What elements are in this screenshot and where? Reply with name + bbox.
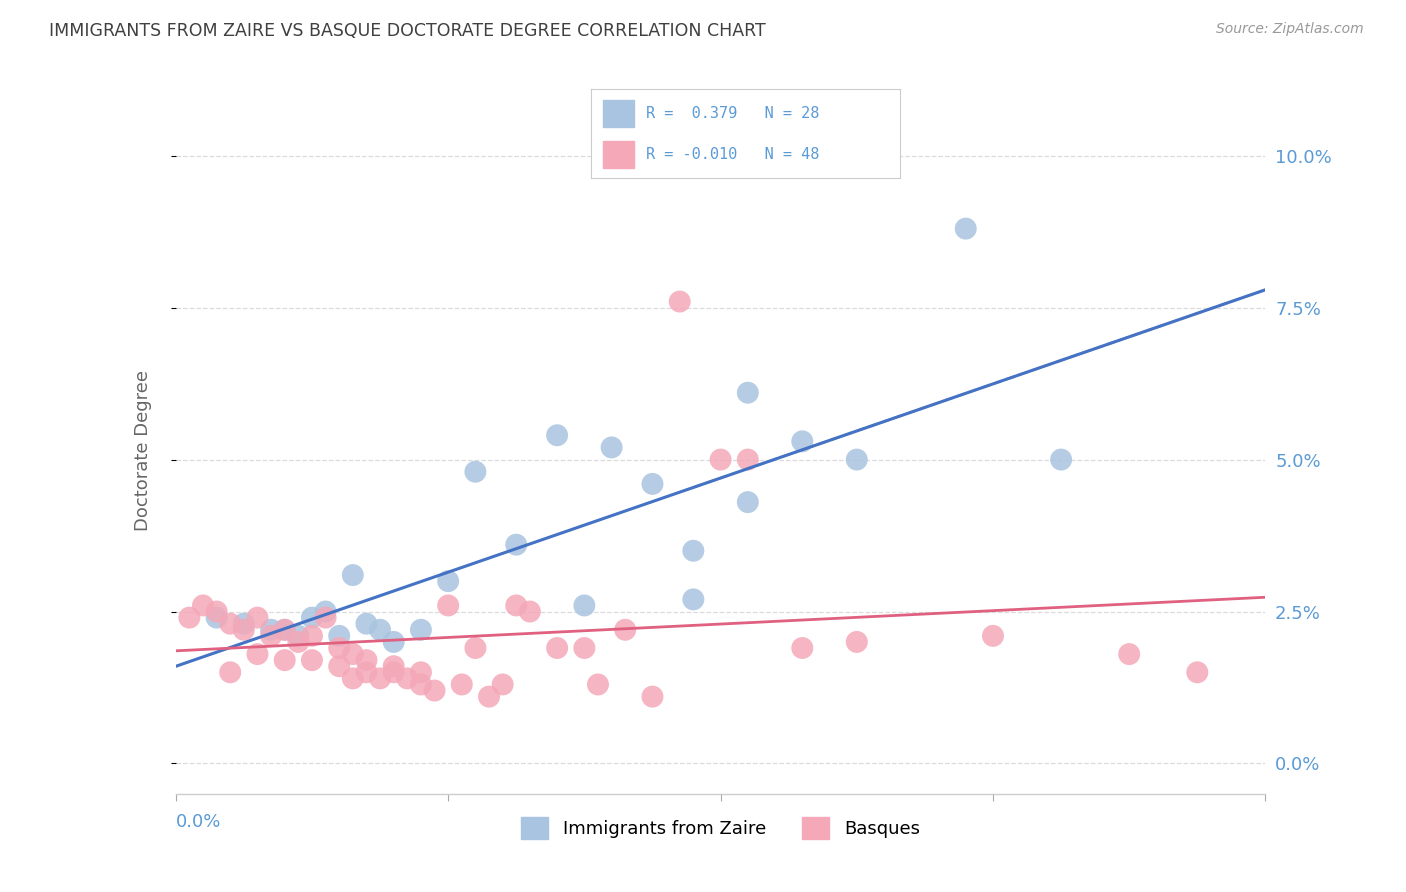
- Y-axis label: Doctorate Degree: Doctorate Degree: [134, 370, 152, 531]
- Point: [574, 640, 596, 655]
- Point: [546, 428, 568, 442]
- Point: [382, 635, 405, 649]
- Point: [328, 640, 350, 655]
- Point: [1187, 665, 1209, 680]
- Point: [246, 647, 269, 661]
- Point: [586, 677, 609, 691]
- Point: [274, 623, 297, 637]
- Point: [382, 665, 405, 680]
- Point: [792, 640, 814, 655]
- Point: [792, 434, 814, 449]
- Point: [478, 690, 501, 704]
- Point: [274, 623, 297, 637]
- Point: [219, 665, 242, 680]
- Point: [287, 635, 309, 649]
- Point: [423, 683, 446, 698]
- Point: [737, 495, 759, 509]
- Point: [464, 640, 486, 655]
- Point: [368, 672, 391, 686]
- Point: [287, 629, 309, 643]
- Text: 0.0%: 0.0%: [176, 814, 221, 831]
- Point: [205, 610, 228, 624]
- Point: [574, 599, 596, 613]
- Point: [737, 385, 759, 400]
- Point: [981, 629, 1004, 643]
- Point: [301, 629, 323, 643]
- Point: [301, 610, 323, 624]
- Point: [205, 605, 228, 619]
- Point: [1050, 452, 1073, 467]
- Point: [232, 623, 254, 637]
- Point: [409, 665, 432, 680]
- Point: [356, 665, 378, 680]
- Point: [682, 592, 704, 607]
- Point: [219, 616, 242, 631]
- Point: [600, 441, 623, 455]
- Point: [301, 653, 323, 667]
- Point: [845, 452, 868, 467]
- Point: [955, 221, 977, 235]
- Point: [641, 476, 664, 491]
- Point: [641, 690, 664, 704]
- Text: IMMIGRANTS FROM ZAIRE VS BASQUE DOCTORATE DEGREE CORRELATION CHART: IMMIGRANTS FROM ZAIRE VS BASQUE DOCTORAT…: [49, 22, 766, 40]
- Legend: Immigrants from Zaire, Basques: Immigrants from Zaire, Basques: [515, 810, 927, 847]
- Point: [505, 538, 527, 552]
- Point: [260, 623, 283, 637]
- Point: [505, 599, 527, 613]
- Text: R = -0.010   N = 48: R = -0.010 N = 48: [647, 147, 820, 161]
- Point: [191, 599, 214, 613]
- Point: [315, 610, 337, 624]
- Point: [232, 616, 254, 631]
- Point: [710, 452, 733, 467]
- Point: [274, 653, 297, 667]
- Point: [328, 659, 350, 673]
- Point: [382, 659, 405, 673]
- Point: [546, 640, 568, 655]
- Text: R =  0.379   N = 28: R = 0.379 N = 28: [647, 106, 820, 120]
- Point: [342, 647, 364, 661]
- Point: [356, 616, 378, 631]
- Point: [737, 452, 759, 467]
- Point: [668, 294, 690, 309]
- Point: [450, 677, 472, 691]
- Point: [315, 605, 337, 619]
- Point: [396, 672, 419, 686]
- Point: [260, 629, 283, 643]
- Point: [1118, 647, 1140, 661]
- Point: [342, 672, 364, 686]
- Point: [179, 610, 201, 624]
- Point: [437, 574, 460, 589]
- Point: [328, 629, 350, 643]
- Point: [356, 653, 378, 667]
- Bar: [603, 100, 634, 127]
- Point: [437, 599, 460, 613]
- Point: [246, 610, 269, 624]
- Text: Source: ZipAtlas.com: Source: ZipAtlas.com: [1216, 22, 1364, 37]
- Point: [464, 465, 486, 479]
- Point: [519, 605, 541, 619]
- Point: [368, 623, 391, 637]
- Point: [614, 623, 637, 637]
- Point: [342, 568, 364, 582]
- Point: [492, 677, 515, 691]
- Bar: [603, 141, 634, 168]
- Point: [845, 635, 868, 649]
- Point: [409, 677, 432, 691]
- Point: [682, 543, 704, 558]
- Point: [409, 623, 432, 637]
